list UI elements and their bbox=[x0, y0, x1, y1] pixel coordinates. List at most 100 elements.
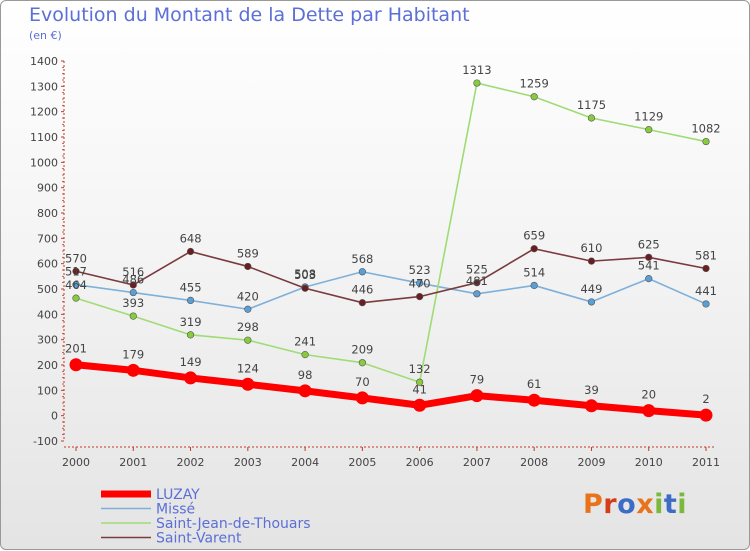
legend-label: Saint-Varent bbox=[156, 531, 242, 547]
data-point bbox=[473, 290, 481, 298]
data-point bbox=[184, 371, 198, 385]
legend: LUZAYMisséSaint-Jean-de-ThouarsSaint-Var… bbox=[101, 487, 311, 547]
data-label: 481 bbox=[466, 274, 488, 288]
data-point bbox=[72, 294, 80, 302]
data-point bbox=[416, 293, 424, 301]
proxiti-logo: Proxiti bbox=[583, 489, 688, 520]
legend-label: Saint-Jean-de-Thouars bbox=[156, 516, 311, 532]
data-point bbox=[126, 363, 140, 377]
data-point bbox=[699, 408, 713, 422]
data-label: 1259 bbox=[520, 77, 549, 91]
x-tick-label: 2011 bbox=[692, 456, 720, 469]
y-tick-label: 1100 bbox=[30, 131, 58, 144]
data-label: 470 bbox=[409, 277, 431, 291]
data-point bbox=[413, 398, 427, 412]
data-point bbox=[587, 257, 596, 265]
data-point bbox=[72, 281, 80, 289]
data-label: 516 bbox=[122, 265, 144, 279]
x-tick-label: 2004 bbox=[291, 456, 319, 469]
data-label: 446 bbox=[351, 283, 373, 297]
data-point bbox=[645, 253, 653, 261]
data-label: 625 bbox=[638, 237, 660, 251]
data-label: 149 bbox=[180, 355, 202, 369]
data-point bbox=[186, 331, 195, 339]
data-label: 525 bbox=[466, 263, 488, 277]
series-line-miss- bbox=[75, 270, 707, 311]
data-label: 449 bbox=[580, 282, 602, 296]
data-point bbox=[358, 268, 366, 276]
data-point bbox=[645, 275, 653, 283]
x-tick-label: 2008 bbox=[520, 456, 548, 469]
data-point bbox=[416, 279, 424, 287]
data-point bbox=[129, 281, 137, 289]
data-label: 1082 bbox=[691, 122, 720, 136]
chart-subtitle: (en €) bbox=[29, 29, 62, 42]
series-points bbox=[69, 79, 713, 422]
y-tick-label: 200 bbox=[37, 359, 58, 372]
data-point bbox=[301, 351, 309, 359]
data-label: 464 bbox=[65, 278, 87, 292]
data-label: 241 bbox=[294, 335, 316, 349]
x-tick-label: 2000 bbox=[62, 456, 90, 469]
data-point bbox=[129, 288, 137, 297]
x-tick-label: 2006 bbox=[406, 456, 434, 469]
data-point bbox=[186, 296, 195, 305]
data-point bbox=[129, 312, 137, 320]
series-line-saint-varent bbox=[75, 247, 707, 304]
data-point bbox=[186, 247, 195, 256]
data-point bbox=[587, 114, 596, 122]
series-line-luzay bbox=[72, 361, 710, 419]
data-label: 659 bbox=[523, 229, 545, 243]
data-point bbox=[241, 377, 255, 391]
data-label: 541 bbox=[638, 259, 660, 273]
data-label: 79 bbox=[470, 373, 485, 387]
data-label: 589 bbox=[237, 246, 259, 260]
data-point bbox=[702, 300, 710, 308]
x-tick-label: 2009 bbox=[577, 456, 605, 469]
y-tick-label: 900 bbox=[37, 182, 58, 195]
data-label: 523 bbox=[409, 263, 431, 277]
data-label: 179 bbox=[122, 347, 144, 361]
data-label: 570 bbox=[65, 251, 87, 265]
data-point bbox=[355, 391, 369, 405]
y-tick-label: 800 bbox=[37, 207, 58, 220]
y-tick-label: 700 bbox=[37, 232, 58, 245]
data-label: 503 bbox=[294, 268, 316, 282]
data-label: 209 bbox=[351, 343, 373, 357]
data-label: 201 bbox=[65, 342, 87, 356]
y-tick-label: 1400 bbox=[30, 55, 58, 68]
y-tick-label: -100 bbox=[33, 435, 58, 448]
data-label: 298 bbox=[237, 320, 259, 334]
data-label: 319 bbox=[180, 315, 202, 329]
y-tick-label: 1000 bbox=[30, 156, 58, 169]
legend-label: Missé bbox=[156, 502, 195, 518]
data-label: 1313 bbox=[462, 63, 491, 77]
data-label: 610 bbox=[580, 241, 602, 255]
data-label: 420 bbox=[237, 289, 259, 303]
legend-label: LUZAY bbox=[156, 487, 200, 503]
data-point bbox=[584, 399, 598, 413]
data-point bbox=[645, 126, 653, 134]
data-label: 1129 bbox=[634, 110, 663, 124]
x-tick-label: 2003 bbox=[234, 456, 262, 469]
y-tick-label: 300 bbox=[37, 334, 58, 347]
y-tick-label: 400 bbox=[37, 308, 58, 321]
data-point bbox=[587, 298, 596, 306]
data-point bbox=[527, 393, 541, 407]
data-label: 486 bbox=[122, 273, 144, 287]
data-point bbox=[69, 358, 83, 372]
data-label: 648 bbox=[180, 232, 202, 246]
chart-title: Evolution du Montant de la Dette par Hab… bbox=[29, 4, 470, 26]
data-labels: 517 486 455 420 508 568 523 481 514 449 541 441 464 3… bbox=[65, 63, 721, 406]
data-point bbox=[473, 279, 481, 287]
data-label: 581 bbox=[695, 248, 717, 262]
data-point bbox=[416, 378, 424, 386]
x-tick-label: 2007 bbox=[463, 456, 491, 469]
data-label: 132 bbox=[409, 362, 431, 376]
y-tick-label: 1300 bbox=[30, 80, 58, 93]
data-label: 2 bbox=[702, 392, 709, 406]
data-point bbox=[470, 389, 484, 403]
data-point bbox=[358, 299, 366, 307]
